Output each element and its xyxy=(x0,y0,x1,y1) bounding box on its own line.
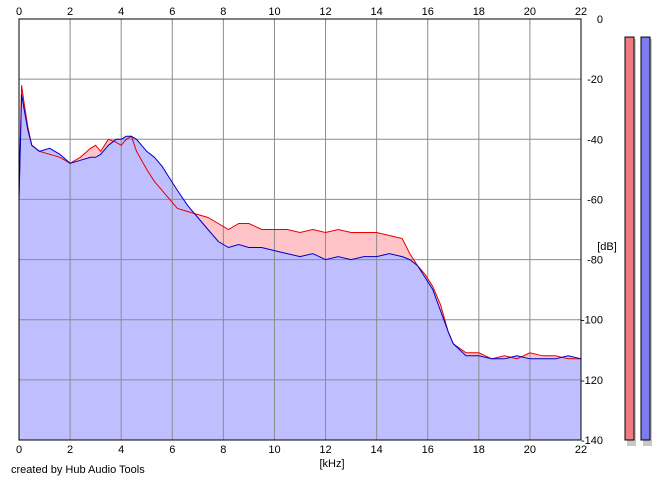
x-tick-label-top: 2 xyxy=(67,6,73,18)
x-tick-label-bottom: 4 xyxy=(118,444,124,456)
x-tick-label-top: 4 xyxy=(118,6,124,18)
series-line-1 xyxy=(18,94,582,360)
x-tick-label-bottom: 10 xyxy=(268,444,280,456)
x-tick-labels-bottom: 0 2 4 6 8 10 12 14 16 18 20 22 xyxy=(16,444,587,456)
x-tick-label-bottom: 0 xyxy=(16,444,22,456)
x-tick-labels-top: 0 2 4 6 8 10 12 14 16 18 20 22 xyxy=(16,6,587,18)
x-tick-label-top: 22 xyxy=(575,6,587,18)
level-meters xyxy=(624,36,652,447)
x-tick-label-top: 10 xyxy=(268,6,280,18)
x-axis-label: [kHz] xyxy=(319,458,344,470)
credit-text: created by Hub Audio Tools xyxy=(11,464,145,476)
x-tick-label-top: 8 xyxy=(220,6,226,18)
line-layer xyxy=(18,85,582,360)
x-tick-label-top: 0 xyxy=(16,6,22,18)
y-tick-label: -80 xyxy=(587,255,603,267)
x-tick-label-top: 14 xyxy=(371,6,383,18)
x-tick-label-bottom: 16 xyxy=(422,444,434,456)
x-tick-label-bottom: 20 xyxy=(524,444,536,456)
x-tick-label-bottom: 6 xyxy=(169,444,175,456)
area-layer xyxy=(19,85,581,440)
x-tick-label-top: 20 xyxy=(524,6,536,18)
x-tick-label-bottom: 14 xyxy=(371,444,383,456)
y-tick-label: 0 xyxy=(597,14,603,26)
y-axis-label: [dB] xyxy=(597,241,617,253)
x-tick-label-bottom: 22 xyxy=(575,444,587,456)
x-tick-label-top: 16 xyxy=(422,6,434,18)
x-tick-label-bottom: 8 xyxy=(220,444,226,456)
y-tick-label: -100 xyxy=(581,315,603,327)
x-tick-label-bottom: 18 xyxy=(473,444,485,456)
level-meter-bar xyxy=(624,36,635,441)
y-tick-label: -60 xyxy=(587,194,603,206)
plot-frame xyxy=(18,18,582,441)
y-tick-label: -40 xyxy=(587,134,603,146)
x-tick-label-bottom: 12 xyxy=(319,444,331,456)
x-tick-label-bottom: 2 xyxy=(67,444,73,456)
x-tick-label-top: 6 xyxy=(169,6,175,18)
y-tick-labels: 0 -20 -40 -60 -80 -100 -120 -140 xyxy=(581,14,603,447)
x-tick-label-top: 12 xyxy=(319,6,331,18)
level-meter-bar xyxy=(640,36,651,441)
y-tick-label: -20 xyxy=(587,74,603,86)
y-tick-label: -140 xyxy=(581,435,603,447)
y-tick-label: -120 xyxy=(581,375,603,387)
series-area-1 xyxy=(19,94,581,440)
x-tick-label-top: 18 xyxy=(473,6,485,18)
